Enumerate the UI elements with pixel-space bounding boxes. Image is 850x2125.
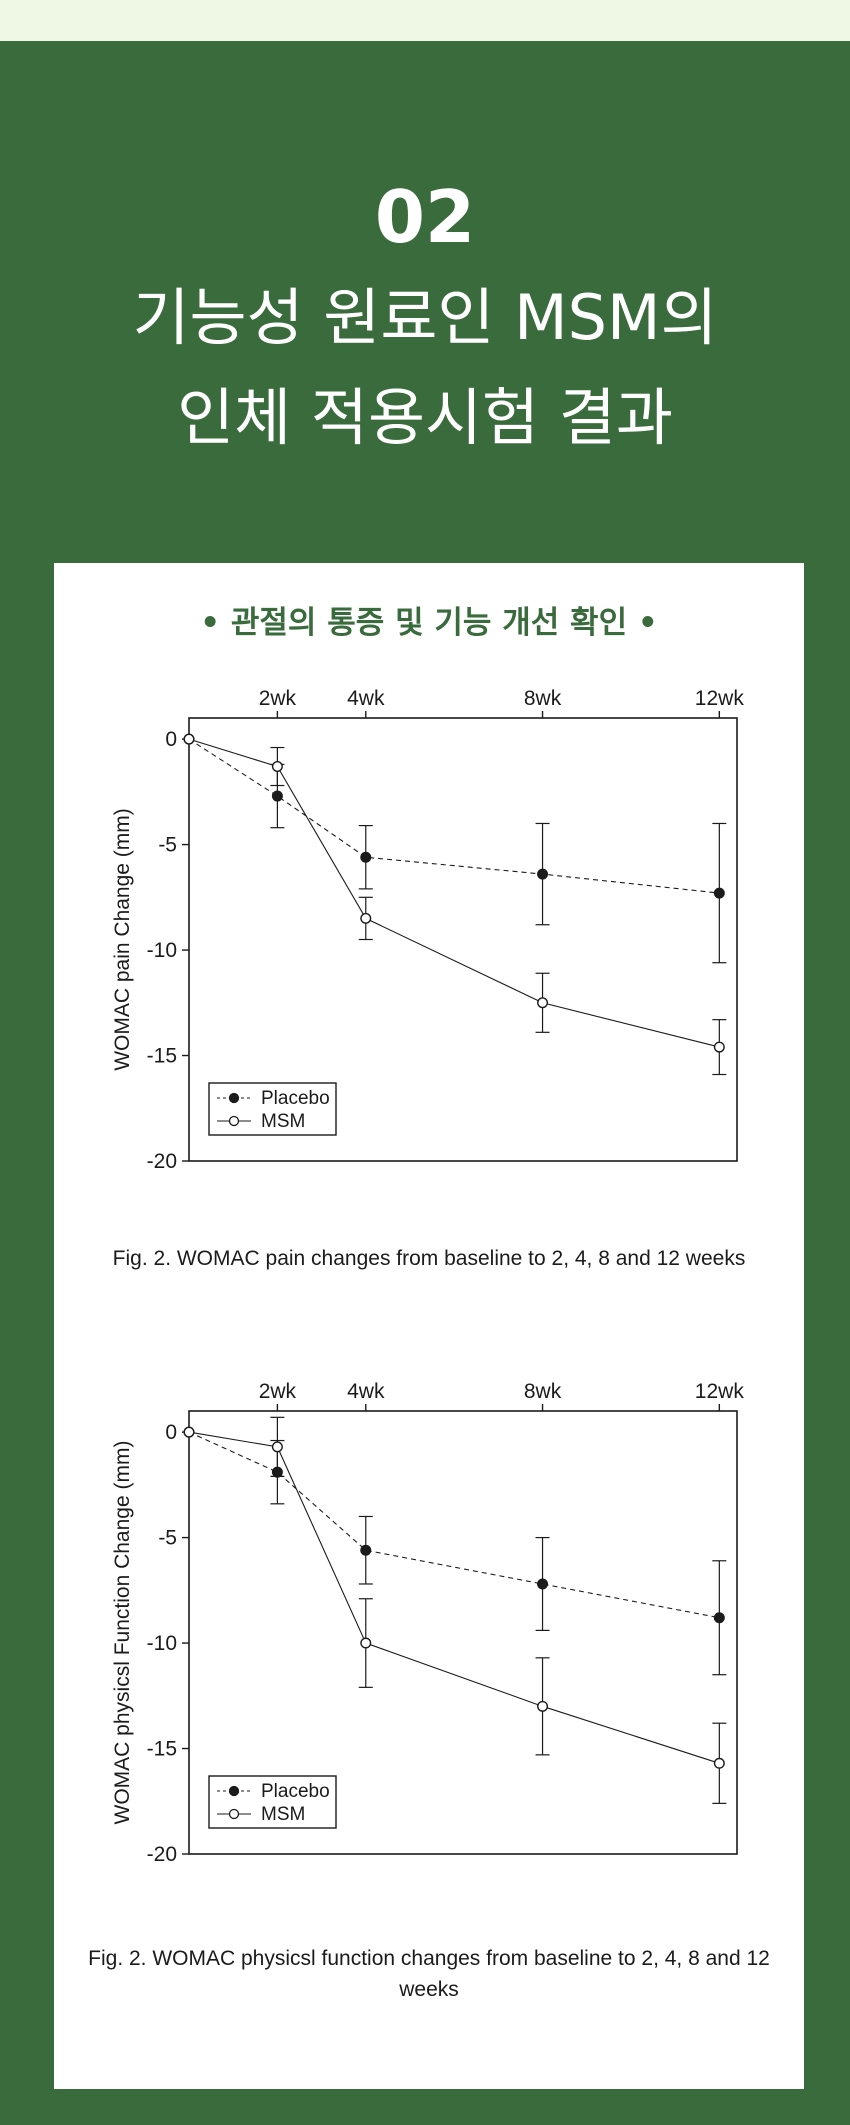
x-tick-label: 12wk bbox=[695, 1380, 745, 1403]
x-tick-label: 8wk bbox=[524, 1380, 562, 1403]
y-tick-label: 0 bbox=[165, 728, 177, 751]
y-axis-label: WOMAC pain Change (mm) bbox=[111, 808, 134, 1071]
function-change-chart: 0 -5 -10 -15 -20 2wk 4wk 8wk 12wk WOMAC physicsl … bbox=[111, 1380, 745, 1866]
series-line-placebo bbox=[188, 1431, 720, 1619]
data-point-placebo bbox=[713, 1612, 725, 1624]
data-point-msm bbox=[271, 1441, 283, 1453]
data-point-msm bbox=[537, 1700, 549, 1712]
pain-change-chart: 0 -5 -10 -15 -20 2wk 4wk 8wk 12wk WOMAC pain Chan… bbox=[111, 687, 745, 1173]
data-point-msm bbox=[271, 761, 283, 773]
plot-frame bbox=[188, 1410, 738, 1855]
y-tick-label: -20 bbox=[147, 1150, 177, 1173]
x-tick-label: 4wk bbox=[347, 1380, 385, 1403]
y-tick-label: -5 bbox=[158, 834, 177, 857]
y-tick-label: -15 bbox=[147, 1738, 177, 1761]
data-point-msm bbox=[537, 997, 549, 1009]
legend-label: Placebo bbox=[261, 1781, 330, 1802]
data-point-msm bbox=[360, 1637, 372, 1649]
data-point-msm bbox=[360, 912, 372, 924]
x-tick-label: 8wk bbox=[524, 687, 562, 710]
data-point-placebo bbox=[713, 887, 725, 899]
hero-title-line-1: 기능성 원료인 MSM의 bbox=[132, 281, 718, 354]
series-line-msm bbox=[188, 738, 720, 1048]
data-point-msm bbox=[713, 1041, 725, 1053]
series-line-placebo bbox=[188, 738, 720, 894]
x-tick-label: 4wk bbox=[347, 687, 385, 710]
x-tick-label: 12wk bbox=[695, 687, 745, 710]
results-card: • 관절의 통증 및 기능 개선 확인 • 0 -5 -10 -15 -20 2wk 4wk… bbox=[54, 563, 804, 2089]
legend-marker-placebo bbox=[228, 1092, 240, 1104]
legend-label: MSM bbox=[261, 1111, 305, 1132]
y-axis-label: WOMAC physicsl Function Change (mm) bbox=[111, 1441, 134, 1825]
y-tick-label: -10 bbox=[147, 1632, 177, 1655]
data-point-msm bbox=[183, 1426, 195, 1438]
data-point-placebo bbox=[537, 1578, 549, 1590]
section-number: 02 bbox=[374, 175, 476, 259]
legend-marker-msm bbox=[228, 1115, 240, 1127]
pain-chart-caption: Fig. 2. WOMAC pain changes from baseline… bbox=[112, 1247, 746, 1270]
y-tick-label: -10 bbox=[147, 939, 177, 962]
legend-marker-placebo bbox=[228, 1785, 240, 1797]
data-point-msm bbox=[713, 1757, 725, 1769]
data-point-placebo bbox=[271, 790, 283, 802]
hero-title-line-2: 인체 적용시험 결과 bbox=[177, 381, 673, 454]
hero-section: 02 기능성 원료인 MSM의 인체 적용시험 결과 bbox=[0, 41, 850, 563]
function-chart-caption: Fig. 2. WOMAC physicsl function changes … bbox=[88, 1947, 770, 2002]
y-tick-label: 0 bbox=[165, 1421, 177, 1444]
legend-box bbox=[208, 1775, 337, 1829]
legend-box bbox=[208, 1082, 337, 1136]
y-tick-label: -20 bbox=[147, 1843, 177, 1866]
plot-frame bbox=[188, 717, 738, 1162]
data-point-placebo bbox=[360, 1544, 372, 1556]
legend-label: Placebo bbox=[261, 1088, 330, 1109]
data-point-placebo bbox=[360, 851, 372, 863]
y-tick-label: -15 bbox=[147, 1045, 177, 1068]
series-line-msm bbox=[188, 1431, 720, 1764]
legend-label: MSM bbox=[261, 1804, 305, 1825]
card-subtitle: • 관절의 통증 및 기능 개선 확인 • bbox=[200, 605, 658, 641]
data-point-msm bbox=[183, 733, 195, 745]
top-banner-strip bbox=[0, 0, 850, 41]
legend-marker-msm bbox=[228, 1808, 240, 1820]
x-tick-label: 2wk bbox=[259, 1380, 297, 1403]
data-point-placebo bbox=[537, 868, 549, 880]
x-tick-label: 2wk bbox=[259, 687, 297, 710]
y-tick-label: -5 bbox=[158, 1527, 177, 1550]
